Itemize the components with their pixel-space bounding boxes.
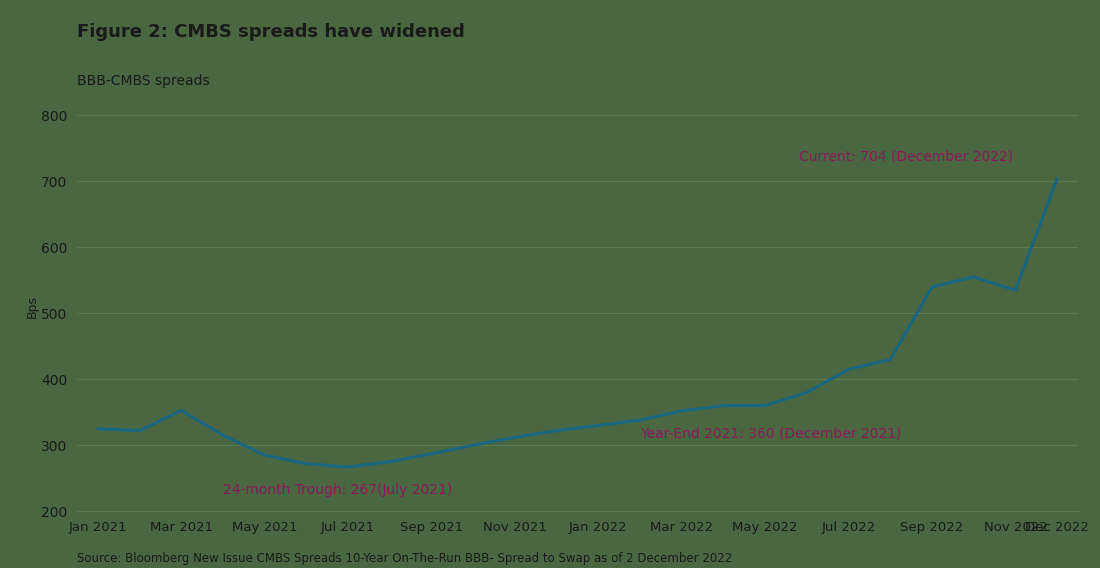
Text: 24-month Trough: 267(July 2021): 24-month Trough: 267(July 2021) [223, 483, 452, 497]
Text: Year-End 2021: 360 (December 2021): Year-End 2021: 360 (December 2021) [640, 427, 901, 441]
Text: Source: Bloomberg New Issue CMBS Spreads 10-Year On-The-Run BBB- Spread to Swap : Source: Bloomberg New Issue CMBS Spreads… [77, 552, 733, 565]
Text: Figure 2: CMBS spreads have widened: Figure 2: CMBS spreads have widened [77, 23, 465, 41]
Text: Bps: Bps [25, 295, 39, 318]
Text: Current: 704 (December 2022): Current: 704 (December 2022) [799, 150, 1013, 164]
Text: BBB-CMBS spreads: BBB-CMBS spreads [77, 74, 210, 88]
